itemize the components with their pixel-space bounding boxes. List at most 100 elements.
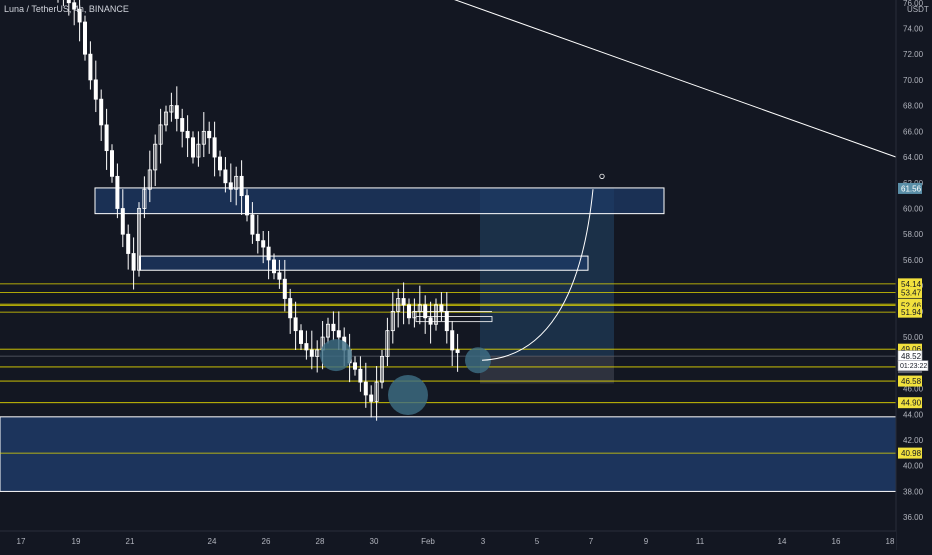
candle-body <box>147 169 152 190</box>
countdown-label: 01:23:22 <box>900 363 927 370</box>
candle-body <box>234 175 239 190</box>
candle-body <box>83 21 88 55</box>
price-tick-label: 76.00 <box>903 0 924 8</box>
projection-curve <box>481 189 594 361</box>
candle-body <box>77 8 82 23</box>
price-tag <box>898 343 922 355</box>
candle-body <box>99 98 104 126</box>
trendline <box>454 0 932 171</box>
candle-body <box>136 208 141 271</box>
candle-body <box>358 368 363 383</box>
highlight-circle <box>465 347 491 374</box>
candle-body <box>271 259 276 274</box>
candle-body <box>110 150 115 177</box>
levels-layer <box>0 283 896 454</box>
time-axis[interactable]: 17 19 21 24 26 28 30 Feb 3 5 7 9 11 14 16 18 <box>17 537 895 546</box>
time-tick-label: 19 <box>72 537 81 546</box>
candle-body <box>174 105 179 119</box>
candle-body <box>309 349 314 357</box>
candle-body <box>190 137 195 158</box>
price-tag <box>898 278 922 290</box>
candle-body <box>374 381 379 402</box>
candle-body <box>244 195 249 216</box>
drawings-layer <box>320 0 932 415</box>
candle-body <box>444 310 449 332</box>
candle-body <box>428 317 433 325</box>
candle-body <box>120 208 125 235</box>
price-tick-label: 38.00 <box>903 487 924 496</box>
candle-body <box>153 143 158 171</box>
candle-body <box>417 304 422 312</box>
symbol-title: Luna / TetherUS, 4h, BINANCE <box>4 4 129 14</box>
price-tag-label: 51.94 <box>901 308 922 317</box>
candle-body <box>223 169 228 184</box>
time-tick-label: 11 <box>696 537 705 546</box>
candle-body <box>72 2 77 10</box>
projection-marker-icon <box>599 173 605 179</box>
price-tick-label: 64.00 <box>903 153 924 162</box>
candle-body <box>352 362 357 370</box>
candle-body <box>363 381 368 396</box>
candle-body <box>423 304 428 319</box>
time-tick-label: 21 <box>126 537 135 546</box>
countdown-tag <box>897 360 929 371</box>
price-axis[interactable]: 36.0038.0040.0042.0044.0046.0048.0050.00… <box>903 0 924 522</box>
candle-body <box>142 188 147 209</box>
candle-body <box>104 124 109 152</box>
candle-body <box>304 343 309 351</box>
candle-body <box>439 304 444 312</box>
price-tick-label: 58.00 <box>903 230 924 239</box>
candle-body <box>115 175 120 209</box>
time-tick-label: 7 <box>589 537 594 546</box>
price-tick-label: 40.00 <box>903 462 924 471</box>
price-tag <box>898 299 922 311</box>
price-tag-label: 49.06 <box>901 345 922 354</box>
candle-body <box>261 240 266 248</box>
demand-zone <box>0 416 897 492</box>
price-tick-label: 68.00 <box>903 102 924 111</box>
candle-body <box>396 298 401 312</box>
price-tag-label: 61.56 <box>901 184 922 193</box>
stop-box <box>480 356 614 384</box>
price-tick-label: 70.00 <box>903 76 924 85</box>
price-tick-label: 74.00 <box>903 24 924 33</box>
candle-body <box>255 233 260 242</box>
highlight-circle <box>388 374 428 415</box>
candle-body <box>390 310 395 332</box>
time-tick-label: 24 <box>208 537 217 546</box>
price-tag-label: 40.98 <box>901 449 922 458</box>
candle-body <box>207 130 212 139</box>
supply-zone <box>139 255 589 271</box>
price-tag <box>898 182 922 194</box>
price-tag <box>898 286 922 298</box>
price-tick-label: 60.00 <box>903 205 924 214</box>
supply-zone <box>94 187 665 215</box>
price-tags: 61.5654.1453.4752.5652.4651.9449.0648.52… <box>897 182 929 459</box>
time-tick-label: 9 <box>644 537 649 546</box>
candle-body <box>126 233 131 254</box>
time-tick-label: 14 <box>778 537 787 546</box>
time-tick-label: 28 <box>316 537 325 546</box>
candle-body <box>163 111 168 126</box>
candle-body <box>228 182 233 190</box>
candle-body <box>158 124 163 145</box>
candle-body <box>217 156 222 171</box>
candle-body <box>331 323 336 332</box>
highlight-circle <box>320 339 352 372</box>
candle-body <box>433 304 438 325</box>
price-tag-label: 52.46 <box>901 301 922 310</box>
time-axis-panel[interactable] <box>0 531 896 550</box>
candle-body <box>180 118 185 132</box>
price-tick-label: 66.00 <box>903 127 924 136</box>
candle-body <box>369 394 374 402</box>
price-tag <box>898 397 922 409</box>
price-tag-label: 54.14 <box>901 280 922 289</box>
price-tag <box>898 447 922 459</box>
price-tag-label: 53.47 <box>901 288 922 297</box>
candle-body <box>212 137 217 158</box>
candles-layer <box>57 0 460 421</box>
candle-body <box>455 349 460 353</box>
time-tick-label: Feb <box>421 537 435 546</box>
